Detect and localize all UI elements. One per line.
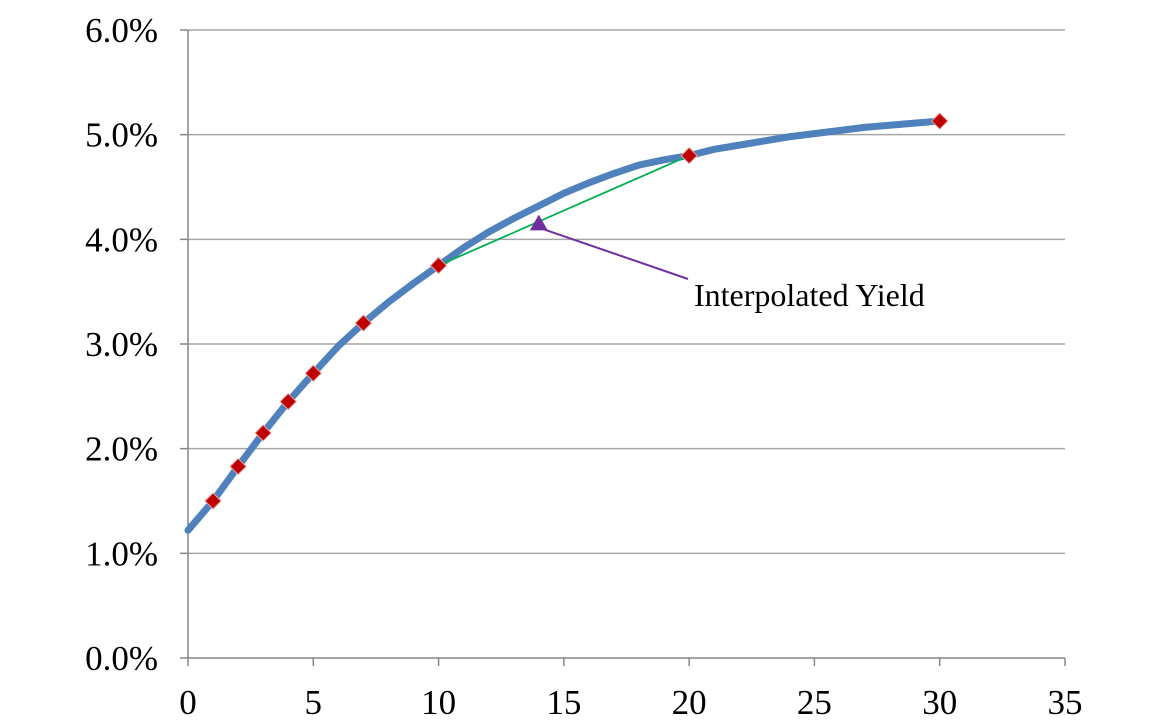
- y-tick-label: 0.0%: [85, 639, 158, 678]
- x-tick-label: 5: [305, 683, 323, 722]
- annotation-label: Interpolated Yield: [694, 277, 925, 313]
- x-tick-label: 15: [546, 683, 581, 722]
- data-point-marker: [279, 392, 297, 411]
- x-tick-label: 10: [421, 683, 456, 722]
- series-layer: [184, 112, 949, 534]
- axis-layer: 0.0% 1.0% 2.0% 3.0% 4.0% 5.0% 6.0% 0 5 10 15 20 25 30…: [85, 11, 1082, 722]
- grid-layer: [188, 29, 1065, 555]
- data-point-marker: [229, 457, 247, 476]
- interpolation-line: [438, 154, 690, 267]
- data-point-marker: [429, 256, 448, 275]
- y-tick-label: 3.0%: [85, 325, 158, 364]
- x-tick-label: 35: [1048, 683, 1083, 722]
- x-tick-label: 30: [922, 683, 957, 722]
- data-point-marker: [204, 492, 222, 510]
- data-point-marker: [254, 424, 272, 442]
- data-point-marker: [304, 364, 322, 383]
- yield-curve-line: [184, 117, 944, 534]
- y-tick-label: 5.0%: [85, 116, 158, 155]
- x-tick-label: 20: [672, 683, 707, 722]
- data-point-marker: [680, 146, 698, 165]
- annotation-layer: Interpolated Yield: [529, 214, 925, 313]
- annotation-arrow-line: [544, 228, 689, 280]
- interpolated-point-marker: [529, 214, 548, 231]
- data-point-marker: [931, 112, 949, 130]
- y-tick-label: 6.0%: [85, 11, 158, 50]
- y-tick-label: 1.0%: [85, 534, 158, 573]
- x-tick-label: 0: [179, 683, 197, 722]
- data-point-marker: [354, 314, 373, 332]
- x-tick-label: 25: [797, 683, 832, 722]
- y-tick-label: 4.0%: [85, 220, 158, 259]
- y-tick-label: 2.0%: [85, 430, 158, 469]
